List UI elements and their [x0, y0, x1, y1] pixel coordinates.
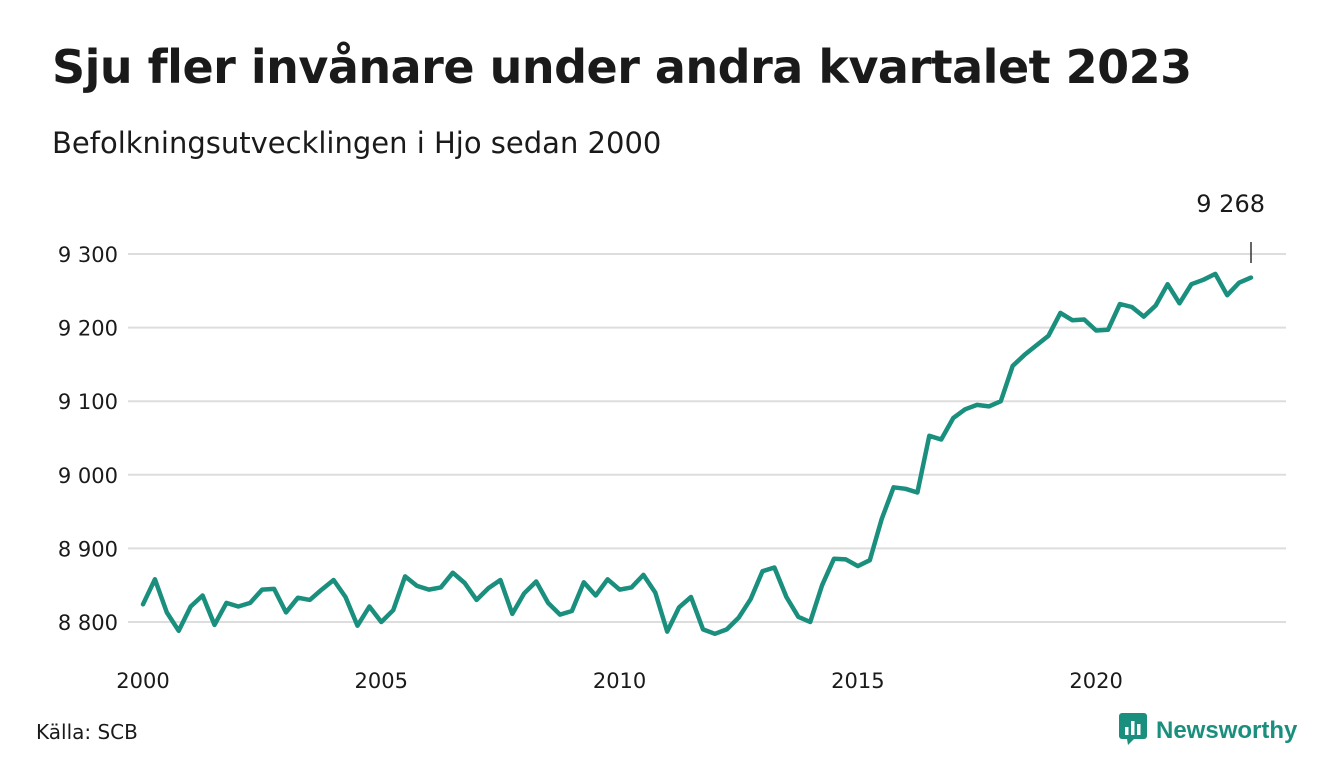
- x-tick-label: 2020: [1069, 669, 1122, 693]
- y-tick-label: 8 800: [58, 611, 118, 635]
- chart-title: Sju fler invånare under andra kvartalet …: [52, 40, 1192, 94]
- grid-lines: [128, 253, 1286, 623]
- y-axis-ticks: 8 800 8 900 9 000 9 100 9 200 9 300: [58, 243, 118, 635]
- series-layer: [140, 271, 1254, 637]
- x-tick-label: 2005: [355, 669, 408, 693]
- annotation: 9 268: [1196, 190, 1265, 263]
- source-note: Källa: SCB: [36, 720, 138, 744]
- y-tick-label: 8 900: [58, 537, 118, 561]
- brand-logo: Newsworthy: [1118, 712, 1297, 750]
- annotation-label: 9 268: [1196, 190, 1265, 218]
- y-tick-label: 9 100: [58, 390, 118, 414]
- x-axis-ticks: 2000 2005 2010 2015 2020: [116, 669, 1123, 693]
- y-tick-label: 9 300: [58, 243, 118, 267]
- y-tick-label: 9 200: [58, 317, 118, 341]
- series-line: [140, 271, 1254, 637]
- chart-subtitle: Befolkningsutvecklingen i Hjo sedan 2000: [52, 126, 662, 160]
- bar-chart-speech-icon: [1118, 712, 1148, 750]
- brand-name: Newsworthy: [1156, 717, 1298, 744]
- x-tick-label: 2010: [593, 669, 646, 693]
- y-tick-label: 9 000: [58, 464, 118, 488]
- x-tick-label: 2015: [831, 669, 884, 693]
- x-tick-label: 2000: [116, 669, 169, 693]
